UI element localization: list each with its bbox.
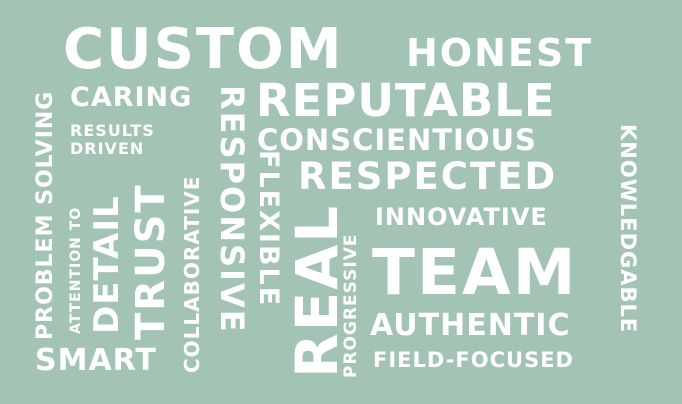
word-attention-to: ATTENTION TO bbox=[68, 206, 84, 334]
word-reputable: REPUTABLE bbox=[256, 74, 556, 127]
word-trust: TRUST bbox=[128, 183, 174, 340]
word-real: REAL bbox=[283, 203, 351, 378]
word-knowledgable: KNOWLEDGABLE bbox=[616, 124, 640, 334]
word-progressive: PROGRESSIVE bbox=[341, 233, 361, 378]
word-innovative: INNOVATIVE bbox=[375, 203, 548, 231]
word-respected: RESPECTED bbox=[298, 155, 558, 198]
word-driven: DRIVEN bbox=[70, 139, 145, 158]
word-smart: SMART bbox=[35, 343, 157, 378]
word-field-focused: FIELD-FOCUSED bbox=[373, 348, 574, 372]
word-detail: DETAIL bbox=[87, 195, 127, 334]
word-conscientious: CONSCIENTIOUS bbox=[257, 123, 537, 157]
word-results: RESULTS bbox=[70, 121, 155, 140]
word-team: TEAM bbox=[372, 236, 578, 309]
word-problem-solving: PROBLEM SOLVING bbox=[33, 90, 58, 340]
word-responsive: RESPONSIVE bbox=[213, 85, 251, 334]
word-custom: CUSTOM bbox=[63, 17, 344, 82]
word-authentic: AUTHENTIC bbox=[370, 308, 571, 343]
word-caring: CARING bbox=[70, 82, 193, 113]
word-flexible: FLEXIBLE bbox=[253, 150, 284, 308]
word-collaborative: COLLABORATIVE bbox=[180, 175, 204, 373]
word-honest: HONEST bbox=[406, 31, 594, 75]
